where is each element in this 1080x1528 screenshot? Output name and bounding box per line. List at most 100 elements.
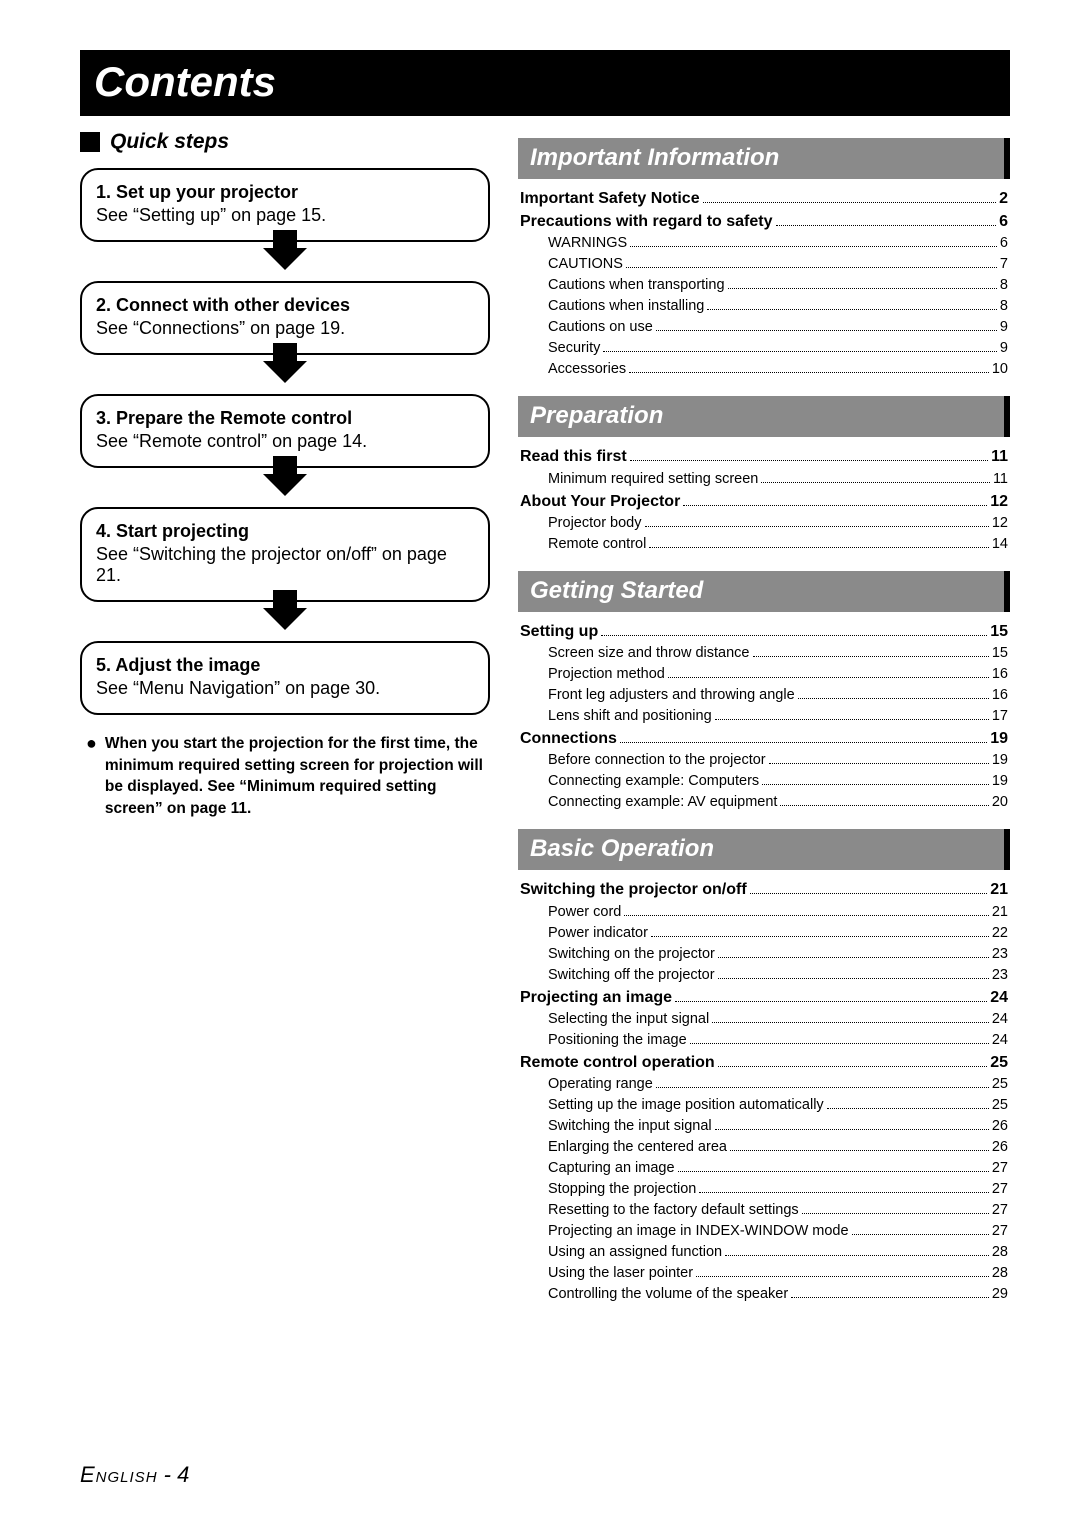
toc-entry[interactable]: Remote control operation 25 (520, 1051, 1008, 1074)
toc-entry[interactable]: Capturing an image 27 (520, 1158, 1008, 1179)
toc-entry[interactable]: Cautions on use 9 (520, 317, 1008, 338)
toc-page: 25 (990, 1051, 1008, 1074)
section-header: Preparation (518, 396, 1010, 437)
toc-label: Connecting example: AV equipment (548, 792, 777, 813)
toc-entry[interactable]: Power cord 21 (520, 902, 1008, 923)
toc-dots (603, 351, 997, 352)
toc-entry[interactable]: Minimum required setting screen 11 (520, 469, 1008, 490)
toc-entry[interactable]: Connections 19 (520, 727, 1008, 750)
toc-entry[interactable]: Projection method 16 (520, 664, 1008, 685)
toc-dots (707, 309, 997, 310)
toc-label: Connections (520, 727, 617, 750)
toc-page: 25 (992, 1095, 1008, 1116)
toc-label: Read this first (520, 445, 627, 468)
toc-entry[interactable]: Using an assigned function 28 (520, 1242, 1008, 1263)
toc-dots (656, 330, 997, 331)
toc-label: Enlarging the centered area (548, 1137, 727, 1158)
toc-dots (753, 656, 989, 657)
toc-list: Read this first 11Minimum required setti… (518, 445, 1010, 566)
toc-label: Screen size and throw distance (548, 643, 750, 664)
footer-language: English (80, 1462, 158, 1487)
toc-label: Controlling the volume of the speaker (548, 1284, 788, 1305)
toc-dots (624, 915, 989, 916)
toc-entry[interactable]: Cautions when installing 8 (520, 296, 1008, 317)
toc-entry[interactable]: Connecting example: AV equipment 20 (520, 792, 1008, 813)
toc-entry[interactable]: Lens shift and positioning 17 (520, 706, 1008, 727)
toc-entry[interactable]: Security 9 (520, 338, 1008, 359)
section-header: Basic Operation (518, 829, 1010, 870)
toc-entry[interactable]: WARNINGS 6 (520, 233, 1008, 254)
quick-steps-label: Quick steps (110, 130, 229, 154)
toc-entry[interactable]: Important Safety Notice 2 (520, 187, 1008, 210)
toc-entry[interactable]: CAUTIONS 7 (520, 254, 1008, 275)
toc-dots (656, 1087, 989, 1088)
toc-page: 29 (992, 1284, 1008, 1305)
arrow-down-icon (80, 468, 490, 507)
toc-entry[interactable]: Positioning the image 24 (520, 1030, 1008, 1051)
toc-entry[interactable]: Setting up the image position automatica… (520, 1095, 1008, 1116)
toc-label: Cautions when transporting (548, 275, 725, 296)
toc-label: Power cord (548, 902, 621, 923)
toc-page: 15 (990, 620, 1008, 643)
toc-entry[interactable]: Switching the input signal 26 (520, 1116, 1008, 1137)
toc-entry[interactable]: Before connection to the projector 19 (520, 750, 1008, 771)
toc-label: Operating range (548, 1074, 653, 1095)
toc-entry[interactable]: Power indicator 22 (520, 923, 1008, 944)
toc-dots (730, 1150, 989, 1151)
toc-label: Capturing an image (548, 1158, 675, 1179)
toc-entry[interactable]: Stopping the projection 27 (520, 1179, 1008, 1200)
toc-page: 7 (1000, 254, 1008, 275)
toc-label: Projection method (548, 664, 665, 685)
toc-label: Front leg adjusters and throwing angle (548, 685, 795, 706)
step-box: 4. Start projectingSee “Switching the pr… (80, 507, 490, 602)
toc-label: Accessories (548, 359, 626, 380)
toc-entry[interactable]: Projecting an image in INDEX-WINDOW mode… (520, 1221, 1008, 1242)
toc-entry[interactable]: Projector body 12 (520, 513, 1008, 534)
toc-entry[interactable]: Resetting to the factory default setting… (520, 1200, 1008, 1221)
toc-page: 25 (992, 1074, 1008, 1095)
toc-entry[interactable]: Controlling the volume of the speaker 29 (520, 1284, 1008, 1305)
toc-page: 11 (991, 445, 1008, 468)
toc-entry[interactable]: Switching on the projector 23 (520, 944, 1008, 965)
toc-dots (762, 784, 989, 785)
step-desc: See “Menu Navigation” on page 30. (96, 678, 474, 699)
toc-dots (696, 1276, 989, 1277)
toc-dots (776, 225, 997, 226)
arrow-down-icon (80, 602, 490, 641)
toc-page: 6 (1000, 233, 1008, 254)
toc-entry[interactable]: Read this first 11 (520, 445, 1008, 468)
toc-entry[interactable]: Remote control 14 (520, 534, 1008, 555)
toc-entry[interactable]: Using the laser pointer 28 (520, 1263, 1008, 1284)
toc-entry[interactable]: Accessories 10 (520, 359, 1008, 380)
toc-entry[interactable]: About Your Projector 12 (520, 490, 1008, 513)
toc-entry[interactable]: Switching the projector on/off 21 (520, 878, 1008, 901)
toc-entry[interactable]: Selecting the input signal 24 (520, 1009, 1008, 1030)
toc-entry[interactable]: Cautions when transporting 8 (520, 275, 1008, 296)
toc-label: Cautions on use (548, 317, 653, 338)
toc-page: 10 (992, 359, 1008, 380)
arrow-down-icon (80, 242, 490, 281)
toc-entry[interactable]: Operating range 25 (520, 1074, 1008, 1095)
toc-entry[interactable]: Connecting example: Computers 19 (520, 771, 1008, 792)
toc-dots (715, 1129, 989, 1130)
step-desc: See “Setting up” on page 15. (96, 205, 474, 226)
toc-entry[interactable]: Projecting an image 24 (520, 986, 1008, 1009)
toc-dots (718, 957, 989, 958)
toc-entry[interactable]: Switching off the projector 23 (520, 965, 1008, 986)
toc-entry[interactable]: Precautions with regard to safety 6 (520, 210, 1008, 233)
toc-entry[interactable]: Front leg adjusters and throwing angle 1… (520, 685, 1008, 706)
toc-label: Switching the input signal (548, 1116, 712, 1137)
toc-label: Projector body (548, 513, 642, 534)
toc-dots (718, 978, 989, 979)
toc-label: Remote control (548, 534, 646, 555)
toc-dots (629, 372, 989, 373)
toc-label: About Your Projector (520, 490, 680, 513)
toc-page: 21 (990, 878, 1008, 901)
toc-entry[interactable]: Screen size and throw distance 15 (520, 643, 1008, 664)
toc-entry[interactable]: Enlarging the centered area 26 (520, 1137, 1008, 1158)
toc-entry[interactable]: Setting up 15 (520, 620, 1008, 643)
toc-page: 27 (992, 1158, 1008, 1179)
step-title: 1. Set up your projector (96, 182, 474, 203)
toc-label: Using an assigned function (548, 1242, 722, 1263)
toc-dots (802, 1213, 989, 1214)
